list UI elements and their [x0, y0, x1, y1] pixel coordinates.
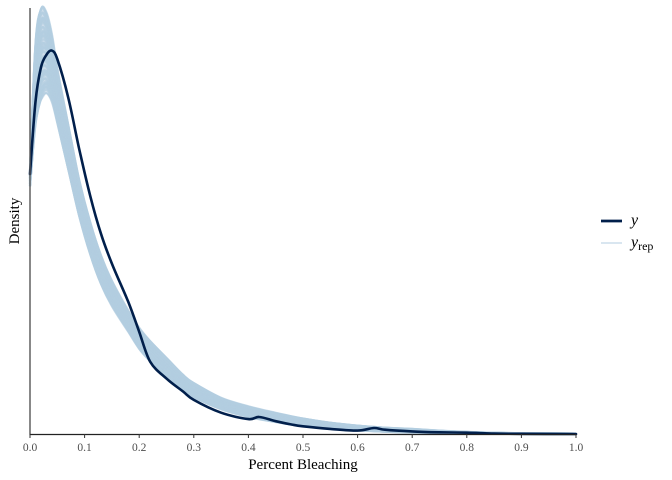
yrep-draw-line	[28, 72, 577, 435]
yrep-draw-line	[28, 56, 577, 435]
yrep-draw-line	[28, 46, 577, 435]
yrep-draw-line	[28, 30, 577, 435]
x-tick-label: 0.7	[405, 442, 420, 454]
yrep-draw-line	[28, 55, 577, 435]
yrep-draw-line	[28, 45, 577, 435]
yrep-draw-line	[28, 21, 577, 435]
yrep-draw-line	[28, 17, 577, 435]
yrep-draw-line	[28, 34, 577, 435]
yrep-draw-line	[28, 41, 577, 435]
yrep-draw-line	[28, 41, 577, 435]
yrep-draw-line	[28, 26, 577, 435]
x-tick-label: 0.8	[460, 442, 475, 454]
yrep-draw-line	[28, 60, 577, 435]
yrep-draw-line	[28, 70, 577, 435]
yrep-draw-line	[28, 46, 577, 435]
x-tick-label: 0.2	[132, 442, 147, 454]
x-tick-label: 0.3	[187, 442, 202, 454]
observed-density-line	[28, 49, 578, 436]
yrep-draw-line	[28, 35, 577, 435]
yrep-draw-line	[28, 77, 577, 435]
x-tick-label: 0.0	[23, 442, 38, 454]
yrep-draw-line	[28, 50, 577, 435]
yrep-draw-line	[28, 43, 577, 435]
x-tick-label: 0.9	[514, 442, 529, 454]
yrep-draw-line	[28, 72, 577, 435]
x-tick-label: 0.6	[350, 442, 365, 454]
yrep-draw-line	[28, 29, 577, 435]
yrep-band-fill	[30, 8, 576, 434]
yrep-draw-line	[28, 31, 577, 435]
yrep-draw-line	[28, 17, 577, 435]
yrep-draw-line	[28, 69, 577, 435]
yrep-draw-line	[28, 63, 577, 435]
y-axis-title: Density	[7, 197, 23, 244]
yrep-draw-line	[28, 33, 577, 435]
yrep-draw-line	[28, 12, 577, 435]
yrep-draw-line	[28, 70, 577, 435]
x-axis-title: Percent Bleaching	[248, 457, 358, 473]
yrep-draw-line	[28, 16, 577, 435]
yrep-draw-line	[28, 47, 577, 435]
yrep-draw-line	[28, 19, 577, 435]
yrep-draw-line	[28, 18, 577, 435]
yrep-draw-line	[28, 80, 576, 435]
legend-label-yrep: yrep	[629, 234, 653, 253]
yrep-draw-line	[28, 83, 576, 435]
yrep-draw-line	[28, 20, 577, 435]
yrep-draw-line	[28, 6, 577, 435]
yrep-draw-line	[29, 5, 577, 434]
yrep-draw-line	[28, 82, 577, 436]
yrep-draw-line	[28, 31, 577, 435]
legend-label-y: y	[629, 212, 639, 229]
yrep-draw-line	[28, 6, 577, 435]
yrep-draw-line	[28, 58, 577, 435]
yrep-draw-line	[28, 57, 577, 435]
yrep-density-band	[28, 5, 577, 436]
yrep-draw-line	[28, 11, 577, 435]
yrep-draw-line	[28, 50, 577, 435]
yrep-draw-line	[28, 69, 577, 435]
yrep-draw-line	[28, 59, 577, 435]
yrep-draw-line	[28, 5, 577, 435]
x-tick-label: 1.0	[569, 442, 584, 454]
yrep-draw-line	[28, 64, 577, 435]
x-tick-label: 0.5	[296, 442, 311, 454]
yrep-draw-line	[28, 77, 577, 435]
yrep-draw-line	[28, 25, 577, 435]
yrep-draw-line	[28, 59, 577, 435]
x-tick-label: 0.1	[77, 442, 92, 454]
yrep-draw-line	[28, 38, 577, 435]
yrep-draw-line	[28, 74, 577, 435]
x-axis-ticks: 0.0 0.1 0.2 0.3 0.4 0.5 0.6 0.7 0.8 0.9 1.0	[23, 434, 584, 454]
yrep-draw-line	[28, 82, 576, 436]
x-tick-label: 0.4	[241, 442, 256, 454]
legend: y yrep	[601, 212, 653, 253]
